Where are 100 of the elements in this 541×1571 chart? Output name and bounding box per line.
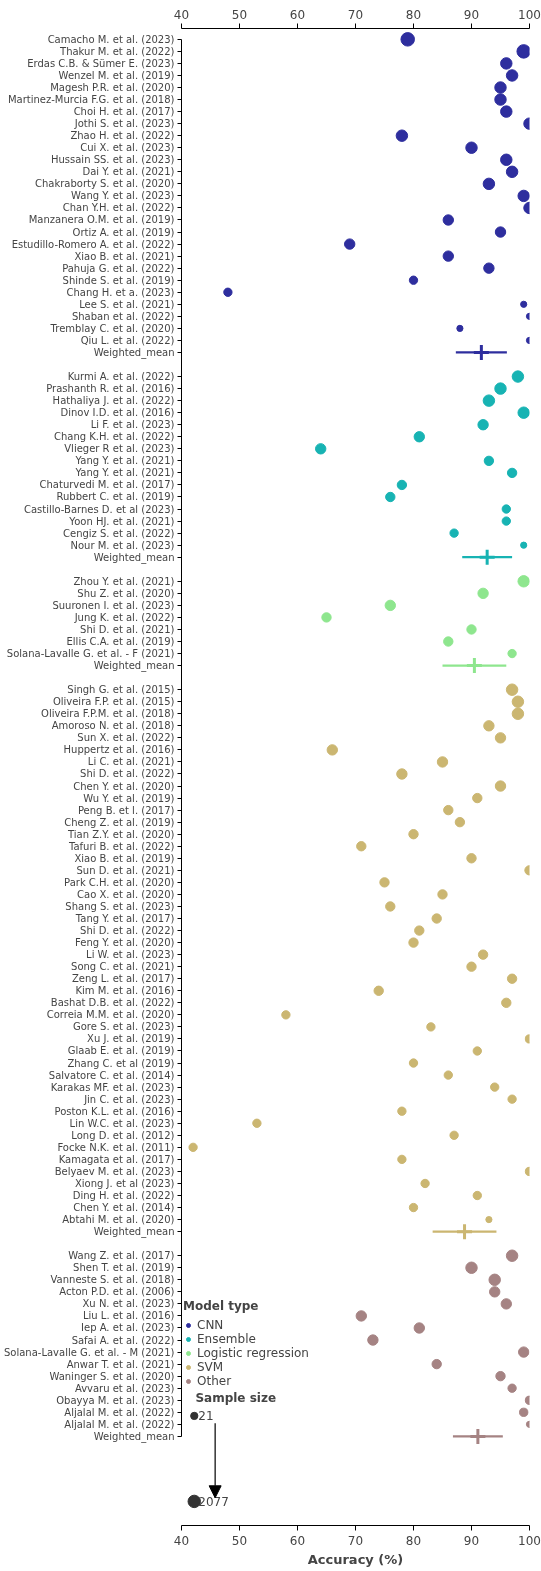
y-tick-label: Shang S. et al. (2023): [65, 900, 175, 912]
y-tick-label: Ortiz A. et al. (2019): [72, 226, 175, 238]
y-tick-label: Weighted_mean: [93, 1430, 175, 1443]
x2-tick-label: 80: [405, 1533, 422, 1548]
y-tick-label: Xiao B. et al. (2021): [74, 250, 175, 262]
y-tick-label: Focke N.K. et al. (2011): [57, 1141, 175, 1153]
point: [472, 343, 491, 362]
y-tick-label: Zhao H. et al. (2022): [70, 130, 175, 142]
y-tick-label: Li W. et al. (2023): [86, 949, 175, 961]
y-tick-label: Yoon HJ. et al. (2021): [68, 515, 175, 527]
y-tick-label: Tang Y. et al. (2017): [74, 913, 175, 925]
y-tick-label: Solana-Lavalle G. et al. - M (2021): [3, 1346, 175, 1358]
y-tick-label: Hussain SS. et al. (2023): [50, 154, 175, 166]
point: [478, 548, 497, 567]
y-tick-label: Shi D. et al. (2022): [80, 925, 175, 937]
y-tick-label: Wang Y. et al. (2023): [71, 190, 175, 202]
y-tick-label: Shi D. et al. (2022): [80, 768, 175, 780]
y-tick-label: Vanneste S. et al. (2018): [50, 1274, 175, 1286]
y-tick-label: Cui X. et al. (2023): [80, 142, 175, 154]
y-tick-label: Dai Y. et al. (2021): [82, 166, 175, 178]
y-tick-label: Huppertz et al. (2016): [63, 744, 175, 756]
y-tick-label: Oliveira F.P. et al. (2015): [52, 696, 175, 708]
y-tick-label: Xu J. et al. (2019): [87, 1033, 175, 1045]
y-tick-label: Weighted_mean: [93, 1226, 175, 1239]
y-tick-label: Singh G. et al. (2015): [67, 684, 175, 696]
y-tick-label: Avvaru et al. (2023): [74, 1382, 175, 1394]
y-tick-label: Waninger S. et al. (2020): [49, 1370, 175, 1382]
y-tick-label: Erdas C.B. & Sümer E. (2023): [27, 57, 175, 69]
y-tick-label: Anwar T. et al. (2021): [66, 1358, 175, 1370]
y-tick-label: Cheng Z. et al. (2019): [64, 816, 175, 828]
y-tick-label: Salvatore C. et al. (2014): [48, 1069, 175, 1081]
y-tick-label: Zhou Y. et al. (2021): [73, 575, 175, 587]
y-tick-label: Belyaev M. et al. (2023): [54, 1165, 175, 1177]
y-tick-label: Chan Y.H. et al. (2022): [62, 202, 175, 214]
y-tick-label: Amoroso N. et al. (2018): [51, 720, 175, 732]
x2-tick-label: 60: [289, 1533, 306, 1548]
y-tick-label: Manzanera O.M. et al. (2019): [28, 214, 175, 226]
y-tick-label: Tian Z.Y. et al. (2020): [67, 828, 175, 840]
legend-label: CNN: [197, 1318, 224, 1332]
y-tick-label: Shinde S. et al. (2019): [62, 274, 175, 286]
x-tick-label: 80: [405, 7, 422, 22]
y-tick-label: Poston K.L. et al. (2016): [54, 1105, 175, 1117]
y-tick-label: Weighted_mean: [93, 346, 175, 359]
y-tick-label: Li C. et al. (2021): [87, 756, 175, 768]
y-tick-label: Kurmi A. et al. (2022): [67, 371, 175, 383]
y-tick-label: Abtahi M. et al. (2020): [62, 1214, 175, 1226]
point: [468, 1427, 487, 1446]
y-tick-label: Song C. et al. (2021): [71, 961, 175, 973]
y-tick-label: Liu L. et al. (2016): [82, 1310, 175, 1322]
y-tick-label: Gore S. et al. (2023): [72, 1021, 175, 1033]
x2-tick-label: 40: [173, 1533, 190, 1548]
legend-label: SVM: [197, 1360, 224, 1374]
x2-tick-label: 70: [347, 1533, 364, 1548]
y-tick-label: Wu Y. et al. (2019): [83, 792, 175, 804]
y-tick-label: Kim M. et al. (2016): [75, 985, 175, 997]
legend-label: 2077: [198, 1494, 229, 1509]
y-tick-label: Xiao B. et al. (2019): [74, 852, 175, 864]
y-tick-label: Long D. et al. (2012): [71, 1129, 175, 1141]
y-tick-label: Camacho M. et al. (2023): [47, 33, 175, 45]
y-tick-label: Bashat D.B. et al. (2022): [50, 997, 175, 1009]
y-tick-label: Li F. et al. (2023): [90, 419, 175, 431]
y-tick-label: Acton P.D. et al. (2006): [59, 1286, 175, 1298]
y-tick-label: Kamagata et al. (2017): [58, 1153, 175, 1165]
x2-tick-label: 100: [518, 1533, 541, 1548]
x-tick-label: 70: [347, 7, 364, 22]
point: [455, 1222, 474, 1241]
x-tick-label: 40: [173, 7, 190, 22]
y-tick-label: Yang Y. et al. (2021): [74, 455, 175, 467]
x-tick-label: 60: [289, 7, 306, 22]
y-tick-label: Chen Y. et al. (2014): [73, 1202, 175, 1214]
legend-label: Logistic regression: [197, 1346, 309, 1360]
y-tick-label: Shi D. et al. (2021): [80, 623, 175, 635]
y-tick-label: Lin W.C. et al. (2023): [69, 1117, 175, 1129]
y-tick-label: Estudillo-Romero A. et al. (2022): [11, 238, 175, 250]
legend-label: 21: [198, 1409, 214, 1424]
y-tick-label: Aljalal M. et al. (2022): [64, 1418, 175, 1430]
x2-tick-label: 90: [463, 1533, 480, 1548]
y-tick-label: Tremblay C. et al. (2020): [49, 322, 175, 334]
x-tick-label: 100: [518, 7, 541, 22]
y-tick-label: Jin C. et al. (2023): [83, 1093, 175, 1105]
y-tick-label: Chen Y. et al. (2020): [73, 780, 175, 792]
y-tick-label: Shu Z. et al. (2020): [77, 587, 175, 599]
y-tick-label: Solana-Lavalle G. et al. - F (2021): [6, 648, 175, 660]
y-tick-label: Park C.H. et al. (2020): [64, 876, 175, 888]
y-tick-label: Yang Y. et al. (2021): [74, 467, 175, 479]
y-tick-label: Obayya M. et al. (2023): [56, 1394, 175, 1406]
y-tick-label: Xu N. et al. (2023): [82, 1298, 175, 1310]
y-tick-label: Hathaliya J. et al. (2022): [52, 395, 175, 407]
x2-tick-label: 50: [231, 1533, 248, 1548]
x-tick-label: 90: [463, 7, 480, 22]
y-tick-label: Aljalal M. et al. (2022): [64, 1406, 175, 1418]
y-tick-label: Ding H. et al. (2022): [72, 1190, 175, 1202]
y-tick-label: Tafuri B. et al. (2022): [68, 840, 175, 852]
y-tick-label: Iep A. et al. (2023): [81, 1322, 175, 1334]
y-tick-label: Chakraborty S. et al. (2020): [34, 178, 175, 190]
y-tick-label: Chang K.H. et al. (2022): [53, 431, 175, 443]
y-tick-label: Castillo-Barnes D. et al (2023): [23, 503, 175, 515]
y-tick-label: Choi H. et al. (2017): [73, 106, 175, 118]
y-tick-label: Shen T. et al. (2019): [73, 1262, 175, 1274]
y-tick-label: Safai A. et al. (2022): [71, 1334, 175, 1346]
